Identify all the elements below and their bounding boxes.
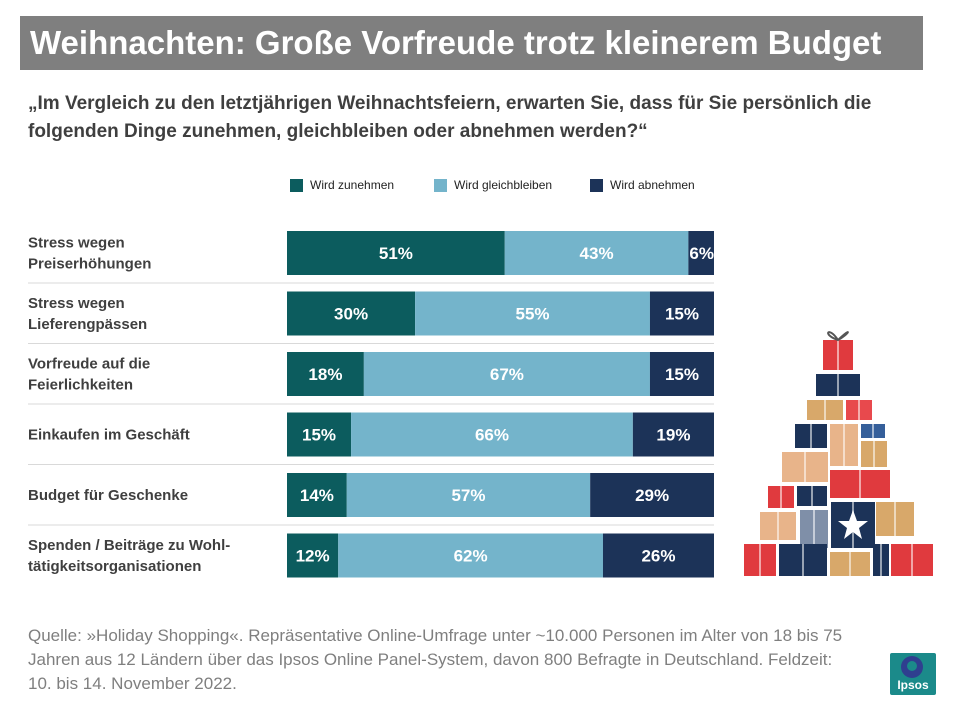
bar-segment — [287, 352, 364, 396]
bar-segment — [287, 473, 347, 517]
legend-label-same: Wird gleichbleiben — [454, 178, 553, 192]
data-label: 6% — [689, 244, 714, 263]
bar-segment — [287, 291, 416, 336]
category-label: Stress wegen Lieferengpässen — [28, 295, 147, 333]
legend-item-increase: Wird zunehmen — [290, 178, 394, 192]
bar-segment — [688, 231, 714, 275]
bar-segment — [287, 412, 352, 457]
legend-label-increase: Wird zunehmen — [310, 178, 395, 192]
bar-segment — [602, 533, 714, 578]
legend-label-decrease: Wird abnehmen — [610, 178, 695, 192]
bar-segment — [351, 412, 633, 457]
bar-segment — [649, 352, 714, 396]
category-label: Vorfreude auf die Feierlichkeiten — [28, 356, 150, 394]
bar-segment — [415, 291, 650, 336]
survey-question: „Im Vergleich zu den letztjährigen Weihn… — [28, 93, 872, 142]
data-label: 66% — [475, 426, 509, 445]
data-label: 29% — [635, 486, 669, 505]
category-label: Stress wegen Preiserhöhungen — [28, 235, 151, 273]
bar-segment — [649, 291, 714, 336]
bar-segment — [287, 533, 339, 578]
legend-item-decrease: Wird abnehmen — [590, 178, 695, 192]
chart-legend: Wird zunehmen Wird gleichbleiben Wird ab… — [0, 178, 960, 200]
data-label: 26% — [641, 547, 675, 566]
bar-segment — [632, 412, 714, 457]
data-label: 43% — [580, 244, 614, 263]
data-label: 15% — [302, 426, 336, 445]
data-label: 30% — [334, 305, 368, 324]
data-label: 57% — [451, 486, 485, 505]
bar-segment — [590, 473, 714, 517]
data-label: 18% — [308, 365, 342, 384]
bar-segment — [338, 533, 603, 578]
data-label: 15% — [665, 305, 699, 324]
data-label: 51% — [379, 244, 413, 263]
category-label: Spenden / Beiträge zu Wohl-tätigkeitsorg… — [28, 537, 230, 575]
legend-swatch-same — [434, 178, 447, 192]
stacked-bar-chart: Stress wegen Preiserhöhungen 51% 43% 6% Stres… — [28, 231, 714, 578]
legend-swatch-decrease — [590, 178, 603, 192]
category-label: Budget für Geschenke — [28, 487, 188, 504]
bar-segment — [363, 352, 650, 396]
ipsos-logo-text: Ipsos — [897, 678, 929, 692]
bar-segment — [346, 473, 591, 517]
data-label: 62% — [454, 547, 488, 566]
ipsos-logo: Ipsos — [890, 653, 936, 695]
bar-segment — [287, 231, 505, 275]
data-label: 55% — [516, 305, 550, 324]
legend-item-same: Wird gleichbleiben — [434, 178, 552, 192]
bar-segment — [504, 231, 689, 275]
gift-tree-illustration — [744, 331, 933, 576]
data-label: 19% — [656, 426, 690, 445]
data-label: 14% — [300, 486, 334, 505]
data-label: 12% — [296, 547, 330, 566]
data-label: 67% — [490, 365, 524, 384]
star-icon — [838, 510, 868, 539]
bow-icon — [827, 331, 849, 342]
legend-swatch-increase — [290, 178, 303, 192]
source-note: Quelle: »Holiday Shopping«. Repräsentati… — [28, 626, 843, 693]
category-label: Einkaufen im Geschäft — [28, 427, 190, 444]
page-title: Weihnachten: Große Vorfreude trotz klein… — [20, 16, 923, 70]
data-label: 15% — [665, 365, 699, 384]
